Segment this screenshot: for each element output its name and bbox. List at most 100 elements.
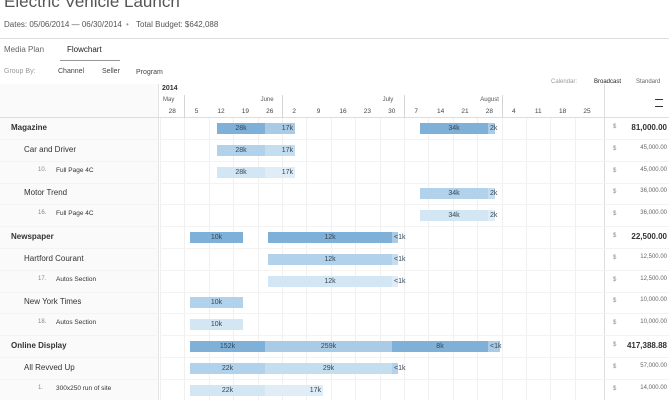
calendar-option[interactable]: Standard <box>636 79 661 85</box>
bar-segment[interactable]: 10k <box>190 319 243 331</box>
bar-segment[interactable]: <1k <box>392 275 406 287</box>
row-number: 10. <box>38 166 47 173</box>
row-label: All Revved Up <box>24 362 75 372</box>
bar-segment[interactable]: 17k <box>265 144 295 156</box>
bar-segment[interactable]: <1k <box>488 341 502 352</box>
bar-segment[interactable]: 17k <box>265 166 295 178</box>
row-number: 16. <box>38 210 47 217</box>
bar-segment[interactable]: 34k <box>420 123 488 134</box>
week: 4 <box>511 108 516 115</box>
bar-segment[interactable]: <1k <box>392 253 406 265</box>
bar-segment[interactable]: 34k <box>420 210 488 222</box>
week-line <box>428 118 430 400</box>
month: August <box>480 97 499 103</box>
bar-segment[interactable]: 2k <box>488 210 498 222</box>
currency: $ <box>613 320 617 327</box>
week: 11 <box>534 108 542 115</box>
week: 19 <box>241 108 249 115</box>
bar-segment[interactable]: 28k <box>217 166 265 178</box>
week-line <box>550 118 552 400</box>
currency: $ <box>613 385 617 392</box>
row-label: Newspaper <box>11 232 54 241</box>
month: May <box>163 97 175 103</box>
bar-segment[interactable]: 28k <box>217 144 265 156</box>
week: 30 <box>388 108 396 115</box>
tab[interactable]: Media Plan <box>4 45 45 54</box>
week-line <box>404 118 405 400</box>
week: 18 <box>558 108 567 115</box>
calendar-option[interactable]: Broadcast <box>594 79 622 85</box>
week: 21 <box>461 108 469 115</box>
amount: 12,500.00 <box>640 253 667 260</box>
bar-segment[interactable]: 10k <box>190 232 243 243</box>
group-option[interactable]: Seller <box>102 68 120 75</box>
row-label: Hartford Courant <box>24 253 84 263</box>
group-option[interactable]: Program <box>136 69 163 76</box>
week: 9 <box>316 108 321 115</box>
row-number: 1. <box>38 384 44 391</box>
row-number: 17. <box>38 275 47 282</box>
week: 12 <box>217 108 225 115</box>
bar-segment[interactable]: <1k <box>392 232 406 243</box>
bar-segment[interactable]: <1k <box>392 362 406 374</box>
menu-icon[interactable] <box>655 99 663 107</box>
week: 7 <box>414 108 418 115</box>
divider <box>0 38 669 39</box>
header-line <box>0 117 669 118</box>
week: 25 <box>583 108 591 115</box>
bar-segment[interactable]: 12k <box>268 275 392 287</box>
amount: 45,000.00 <box>640 144 667 151</box>
dates: Dates: 05/06/2014 — 06/30/2014 <box>4 20 122 29</box>
row-line <box>0 248 669 249</box>
currency: $ <box>613 276 617 283</box>
row-label: Motor Trend <box>24 188 68 198</box>
bar-segment[interactable]: 2k <box>488 123 498 134</box>
bar-segment[interactable]: 10k <box>190 297 243 309</box>
bar-segment[interactable]: 17k <box>265 123 295 134</box>
tab-underline <box>60 60 120 61</box>
row-line <box>0 269 669 271</box>
week-line <box>452 118 454 400</box>
currency: $ <box>613 167 617 174</box>
row-label: Online Display <box>11 341 67 350</box>
week-line <box>501 118 503 400</box>
row-label: Autos Section <box>56 319 97 327</box>
bar-segment[interactable]: 12k <box>268 232 392 243</box>
bar-segment[interactable]: 22k <box>190 384 265 396</box>
currency: $ <box>613 363 617 370</box>
row-label: Autos Section <box>56 275 97 283</box>
currency: $ <box>613 211 617 218</box>
week: 5 <box>194 108 199 115</box>
bar-segment[interactable]: 259k <box>265 341 392 352</box>
row-line <box>0 291 669 293</box>
bar-segment[interactable]: 34k <box>420 188 488 200</box>
row-line <box>0 378 669 380</box>
amount: 81,000.00 <box>631 123 667 132</box>
bar-segment[interactable]: 152k <box>190 341 265 352</box>
bar-segment[interactable]: 22k <box>190 362 265 374</box>
week-line <box>477 118 479 400</box>
bar-segment[interactable]: 2k <box>488 188 498 200</box>
bar-segment[interactable]: 28k <box>217 123 265 134</box>
bar-segment[interactable]: 29k <box>265 362 392 374</box>
row-line <box>0 313 669 315</box>
bar-segment[interactable]: 12k <box>268 253 392 265</box>
group-option[interactable]: Channel <box>58 68 85 75</box>
week: 26 <box>266 108 274 115</box>
amount: 57,000.00 <box>640 362 667 369</box>
row-line <box>0 357 669 358</box>
row-label: Full Page 4C <box>56 166 94 174</box>
week: 14 <box>436 108 445 115</box>
tab-active[interactable]: Flowchart <box>67 45 102 54</box>
amount: 417,388.88 <box>626 341 667 350</box>
week-line <box>160 118 161 400</box>
bar-segment[interactable]: 8k <box>392 341 488 352</box>
bar-segment[interactable]: 17k <box>265 384 323 396</box>
amount: 12,500.00 <box>640 275 667 282</box>
week-line <box>233 118 235 400</box>
title: Electric Vehicle Launch <box>4 0 180 11</box>
week-line <box>184 118 186 400</box>
week-line <box>257 118 259 400</box>
amount: 10,000.00 <box>640 297 667 304</box>
amount: 22,500.00 <box>631 232 667 241</box>
